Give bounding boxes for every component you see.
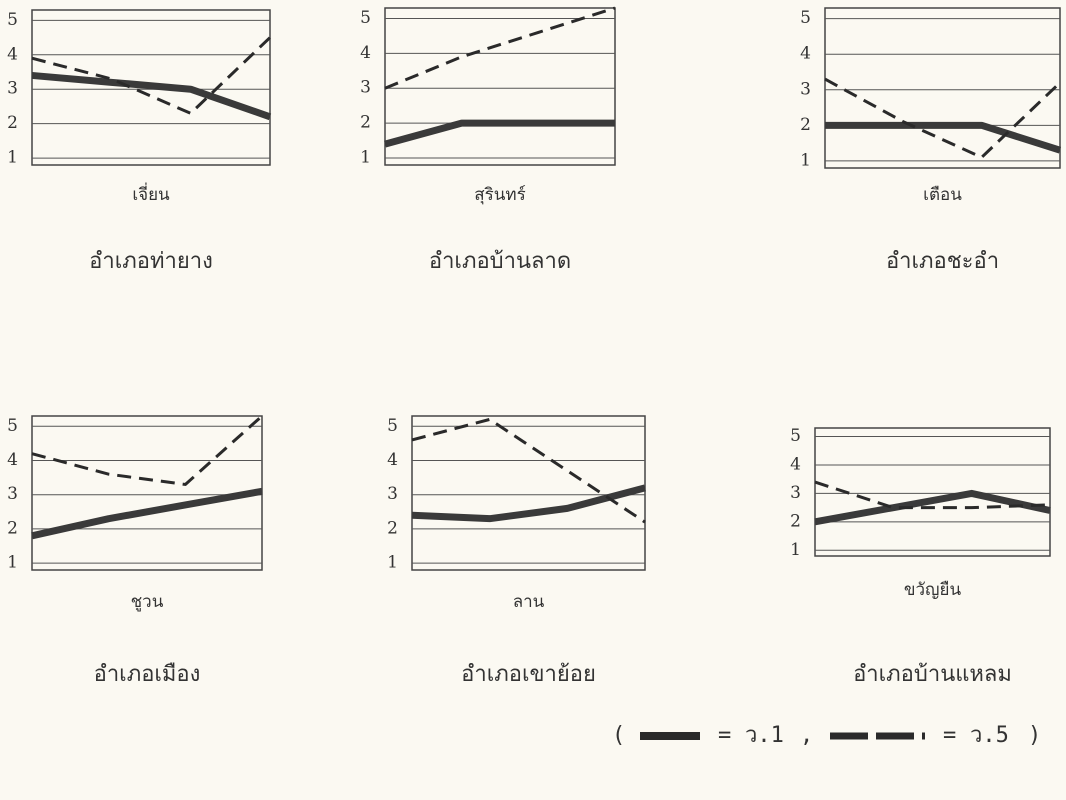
y-tick-label: 3: [7, 484, 18, 504]
y-tick-label: 4: [7, 44, 18, 64]
plot-frame: [31, 9, 271, 166]
y-tick-label: 5: [7, 416, 18, 436]
chart-subtitle: เจี่ยน: [132, 182, 170, 205]
series-line: [814, 480, 1051, 510]
y-tick-label: 2: [7, 518, 18, 538]
legend-punct: ,: [800, 723, 813, 748]
chart-subtitle: ขวัญยืน: [904, 580, 962, 600]
y-tick-label: 2: [360, 113, 371, 133]
y-tick-label: 5: [800, 8, 811, 28]
y-tick-label: 3: [7, 79, 18, 99]
y-tick-label: 3: [790, 483, 801, 503]
y-tick-label: 4: [360, 43, 371, 63]
series-line: [824, 77, 1062, 159]
chart-subtitle: สุรินทร์: [474, 185, 525, 205]
y-tick-label: 1: [387, 553, 398, 573]
legend-equals: =: [943, 723, 956, 748]
series-line: [411, 484, 646, 523]
y-tick-label: 2: [387, 518, 398, 538]
series-line: [411, 417, 646, 524]
y-tick-label: 2: [790, 511, 801, 531]
y-tick-label: 3: [800, 79, 811, 99]
y-tick-label: 4: [790, 454, 801, 474]
chart-subtitle: เตือน: [923, 185, 962, 205]
series-line: [31, 487, 263, 540]
legend-punct: ): [1028, 723, 1041, 748]
series-line: [31, 36, 272, 115]
chart-subtitle: ลาน: [513, 592, 545, 612]
y-tick-label: 5: [360, 8, 371, 28]
y-tick-label: 1: [360, 148, 371, 168]
chart-title: อำเภอท่ายาง: [89, 249, 213, 274]
chart-title: อำเภอบ้านแหลม: [853, 662, 1012, 687]
legend-punct: (: [612, 723, 625, 748]
chart-title: อำเภอเขาย้อย: [461, 662, 596, 687]
series-line: [384, 119, 615, 148]
chart-title: อำเภอบ้านลาด: [429, 249, 571, 274]
y-tick-label: 5: [790, 426, 801, 446]
y-tick-label: 4: [800, 44, 811, 64]
y-tick-label: 3: [387, 484, 398, 504]
series-line: [31, 71, 272, 121]
y-tick-label: 3: [360, 78, 371, 98]
series-line: [31, 414, 263, 486]
y-tick-label: 4: [387, 450, 398, 470]
plot-frame: [31, 415, 263, 571]
legend-equals: =: [718, 723, 731, 748]
series-line: [825, 121, 1062, 154]
y-tick-label: 2: [7, 113, 18, 133]
y-tick-label: 1: [7, 148, 18, 168]
plot-frame: [824, 7, 1061, 169]
legend-label: ว.1: [745, 723, 784, 748]
legend-label: ว.5: [970, 723, 1009, 748]
plot-frame: [384, 7, 616, 166]
y-tick-label: 5: [7, 10, 18, 30]
y-tick-label: 1: [7, 553, 18, 573]
chart-title: อำเภอเมือง: [94, 662, 201, 687]
series-line: [384, 6, 616, 90]
y-tick-label: 4: [7, 450, 18, 470]
y-tick-label: 2: [800, 115, 811, 135]
series-line: [814, 489, 1051, 526]
y-tick-label: 5: [387, 416, 398, 436]
chart-subtitle: ชูวน: [131, 592, 164, 612]
plot-frame: [814, 427, 1051, 557]
chart-title: อำเภอชะอำ: [886, 249, 999, 274]
plot-frame: [411, 415, 646, 571]
y-tick-label: 1: [790, 540, 801, 560]
y-tick-label: 1: [800, 150, 811, 170]
